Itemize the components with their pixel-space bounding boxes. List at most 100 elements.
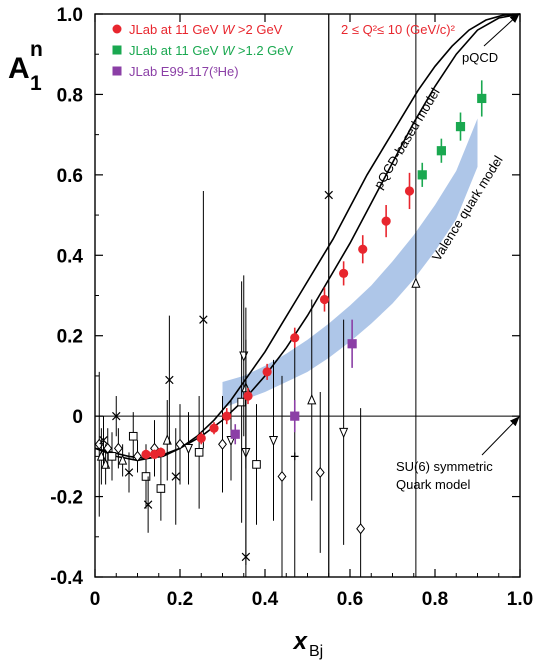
world-data-marker	[268, 435, 279, 447]
world-data-point	[143, 476, 153, 533]
world-data-marker	[113, 442, 123, 454]
series-2-marker	[230, 429, 240, 439]
world-data-marker	[252, 460, 261, 469]
y-tick-label: 0.2	[57, 327, 83, 348]
world-data-point	[324, 14, 333, 577]
world-data-point	[290, 335, 299, 577]
series-0-marker	[262, 367, 272, 377]
legend-marker-jlab-w2	[112, 24, 122, 34]
y-tick-label: 1.0	[57, 5, 83, 26]
x-tick-label: 0.4	[252, 589, 279, 610]
series-0-marker	[319, 294, 330, 305]
x-axis-label-subscript: Bj	[309, 643, 323, 660]
series-2-marker	[290, 411, 300, 421]
world-data-marker	[107, 452, 117, 461]
world-data-marker	[156, 484, 166, 493]
world-data-marker	[324, 190, 333, 200]
q2-range-label: 2 ≤ Q²≤ 10 (GeV/c)²	[341, 22, 456, 37]
world-data-point	[268, 359, 279, 521]
series-0-point	[141, 449, 151, 460]
series-1-point	[455, 112, 466, 141]
series-0-marker	[404, 186, 415, 196]
y-tick-label: 0.6	[57, 166, 83, 187]
y-tick-label: -0.2	[50, 488, 83, 509]
world-data-marker	[94, 438, 104, 450]
world-data-point	[156, 456, 166, 521]
pqcd-based-model-label: pQCD-based model	[371, 85, 443, 191]
legend-label-e99-117: JLab E99-117(³He)	[129, 64, 239, 79]
series-0-marker	[358, 244, 368, 254]
world-data-marker	[239, 351, 249, 362]
series-2-point	[347, 319, 357, 368]
world-data-point	[199, 190, 208, 449]
world-data-point	[150, 420, 159, 477]
world-data-point	[411, 14, 421, 577]
jlab-series-layer	[141, 80, 487, 460]
series-2-point	[290, 400, 300, 433]
world-data-point	[241, 375, 251, 577]
x-tick-label: 0.6	[337, 589, 363, 610]
world-data-marker	[175, 438, 185, 450]
series-0-marker	[243, 391, 253, 401]
world-data-marker	[165, 375, 174, 385]
su6-label-line2: Quark model	[396, 477, 471, 492]
series-1-point	[477, 80, 487, 117]
world-data-point	[218, 396, 227, 493]
world-data-layer	[94, 14, 421, 577]
series-0-point	[243, 387, 253, 405]
legend: JLab at 11 GeV W >2 GeV JLab at 11 GeV W…	[112, 22, 294, 79]
world-data-point	[237, 281, 246, 523]
series-0-marker	[290, 333, 300, 343]
world-data-point	[94, 371, 104, 517]
world-data-point	[118, 444, 128, 477]
world-data-point	[252, 404, 261, 525]
series-0-marker	[222, 411, 232, 421]
series-0-marker	[339, 268, 349, 278]
pqcd-label: pQCD	[462, 50, 498, 65]
world-data-point	[107, 432, 117, 481]
world-data-marker	[183, 444, 194, 455]
world-data-point	[239, 275, 249, 437]
world-data-marker	[133, 450, 142, 462]
series-1-marker	[477, 93, 487, 104]
y-tick-label: 0.4	[57, 246, 84, 267]
world-data-marker	[118, 454, 128, 465]
legend-label-jlab-w12: JLab at 11 GeV W >1.2 GeV	[129, 43, 294, 58]
series-1-marker	[417, 170, 427, 180]
series-1-point	[417, 162, 427, 187]
world-data-point	[165, 315, 174, 445]
pqcd-based-model-curve	[94, 13, 521, 462]
series-0-point	[358, 235, 368, 264]
world-data-point	[128, 412, 138, 461]
world-data-marker	[411, 277, 421, 288]
world-data-point	[356, 408, 366, 577]
series-0-marker	[209, 423, 219, 433]
su6-arrow	[481, 416, 520, 456]
world-data-marker	[315, 466, 325, 479]
x-tick-label: 0.2	[167, 589, 193, 610]
world-data-marker	[277, 470, 287, 483]
world-data-point	[133, 440, 142, 473]
world-data-marker	[124, 468, 134, 477]
series-0-point	[222, 408, 232, 425]
series-0-marker	[196, 433, 206, 443]
series-2-point	[230, 424, 240, 445]
legend-label-jlab-w2: JLab at 11 GeV W >2 GeV	[129, 22, 283, 37]
series-0-point	[156, 447, 166, 458]
x-axis-label: x	[292, 628, 309, 655]
world-data-marker	[241, 552, 251, 562]
series-0-point	[209, 422, 219, 435]
y-axis-label-subscript: 1	[30, 72, 42, 95]
series-1-marker	[455, 122, 466, 132]
series-0-point	[196, 432, 206, 445]
world-data-marker	[141, 472, 151, 481]
series-0-marker	[156, 447, 166, 457]
y-axis-label-superscript: n	[30, 38, 43, 61]
world-data-marker	[143, 500, 153, 509]
world-data-marker	[356, 523, 366, 535]
series-0-marker	[381, 216, 391, 226]
world-data-marker	[339, 427, 349, 439]
world-data-marker	[112, 411, 121, 421]
y-tick-label: -0.4	[50, 568, 83, 589]
world-data-point	[277, 375, 287, 577]
